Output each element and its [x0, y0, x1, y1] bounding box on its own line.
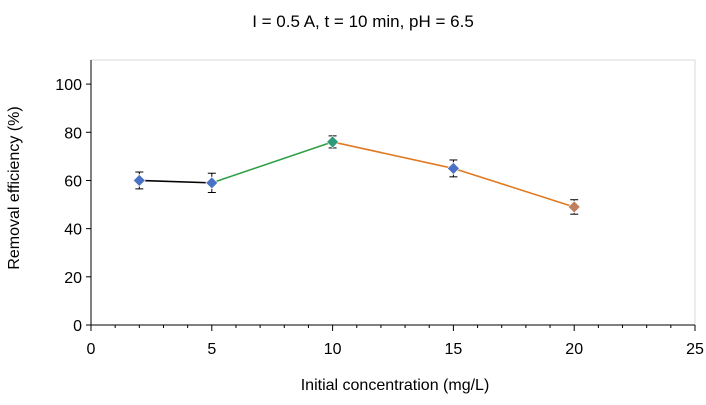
data-point: [567, 200, 581, 214]
x-tick-label: 25: [686, 341, 704, 358]
y-tick-label: 80: [64, 125, 82, 142]
data-point: [132, 174, 146, 187]
y-axis-label: Removal efficiency (%): [6, 106, 23, 269]
x-tick-label: 0: [87, 341, 96, 358]
data-point: [205, 176, 219, 190]
series-line-segment: [139, 179, 212, 184]
y-tick-label: 60: [64, 173, 82, 190]
chart-title: I = 0.5 A, t = 10 min, pH = 6.5: [252, 12, 474, 31]
y-tick-label: 0: [73, 318, 82, 335]
y-tick-label: 100: [55, 77, 82, 94]
y-tick-label: 40: [64, 222, 82, 239]
x-tick-label: 15: [445, 341, 463, 358]
series: [132, 135, 581, 215]
x-axis-label: Initial concentration (mg/L): [301, 377, 490, 394]
plot-area: [90, 59, 696, 326]
x-tick-label: 20: [565, 341, 583, 358]
x-tick-label: 5: [207, 341, 216, 358]
series-line-segment: [211, 141, 333, 184]
series-line-segment: [332, 141, 454, 170]
x-tick-label: 10: [324, 341, 342, 358]
data-point: [446, 161, 460, 175]
ticks: 0 20 40 60 80 100 0 5 10 15 20 25: [55, 77, 704, 358]
axes: [90, 60, 695, 326]
y-tick-label: 20: [64, 270, 82, 287]
series-line-segment: [453, 167, 575, 208]
data-point: [326, 135, 340, 149]
